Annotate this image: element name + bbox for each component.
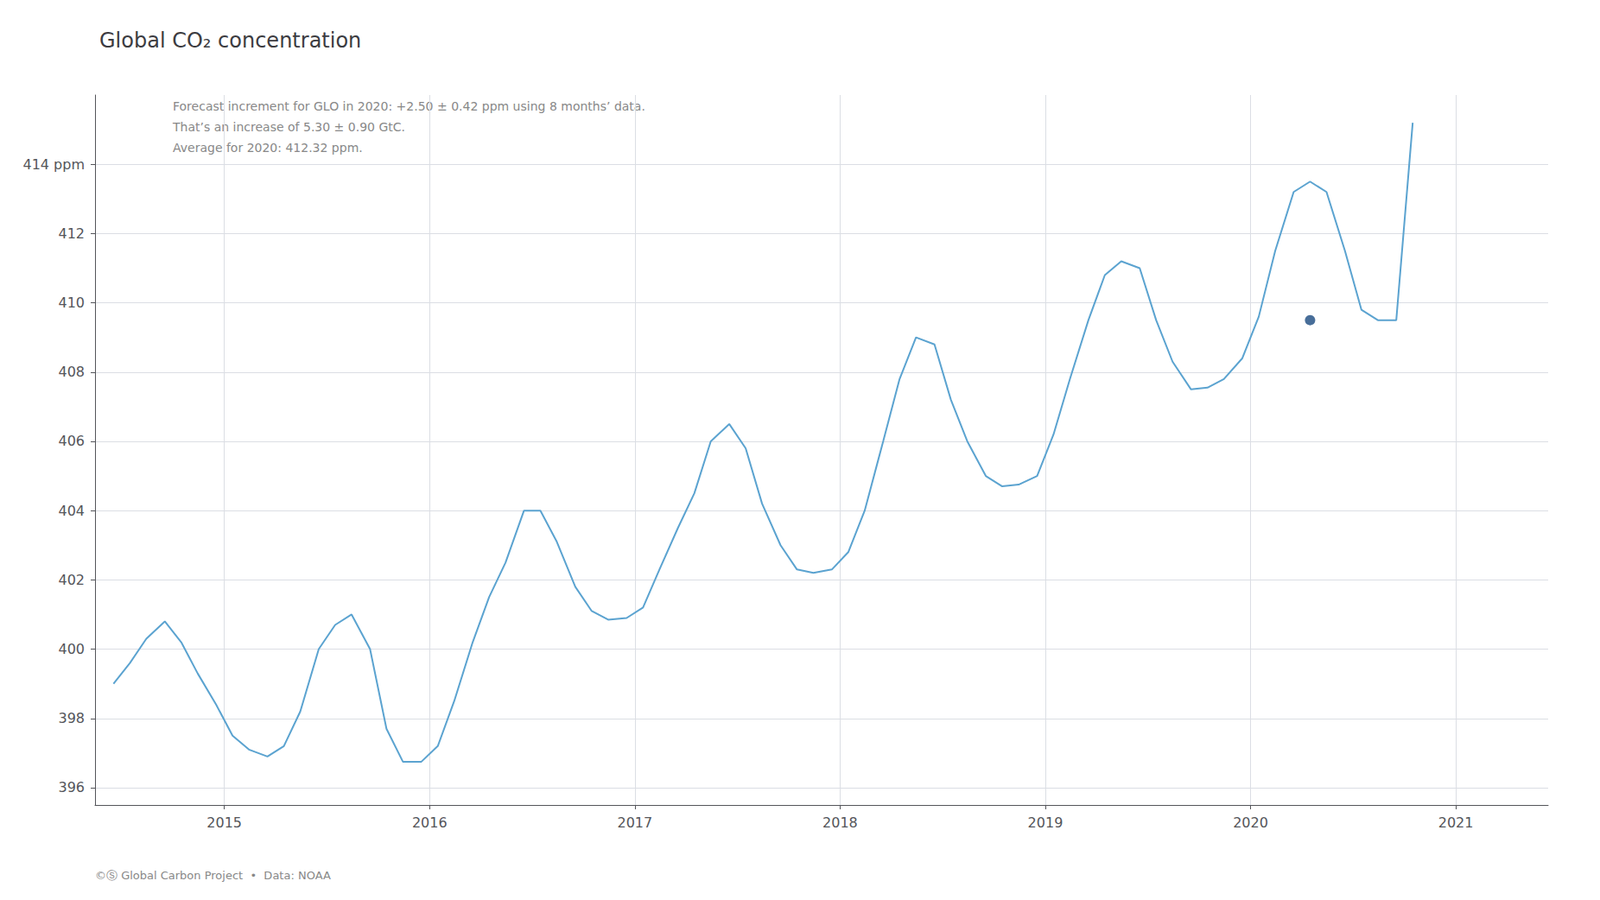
svg-text:396: 396	[57, 779, 85, 796]
svg-text:400: 400	[57, 641, 85, 658]
svg-text:2019: 2019	[1028, 814, 1064, 832]
svg-text:©Ⓢ Global Carbon Project • D: ©Ⓢ Global Carbon Project • Data: NOAA	[95, 869, 331, 883]
svg-text:410: 410	[57, 294, 85, 312]
svg-text:406: 406	[57, 432, 85, 450]
svg-text:2020: 2020	[1232, 814, 1269, 832]
svg-text:2016: 2016	[412, 814, 448, 832]
svg-text:2017: 2017	[616, 814, 653, 832]
svg-text:2021: 2021	[1438, 814, 1474, 832]
svg-text:412: 412	[57, 225, 85, 242]
svg-text:2015: 2015	[206, 814, 242, 832]
svg-text:Global CO₂ concentration: Global CO₂ concentration	[99, 28, 362, 53]
svg-text:398: 398	[57, 710, 85, 727]
svg-text:That’s an increase of 5.30 ± 0: That’s an increase of 5.30 ± 0.90 GtC.	[171, 120, 406, 134]
svg-text:414 ppm: 414 ppm	[22, 156, 85, 173]
svg-text:404: 404	[57, 502, 85, 520]
svg-text:408: 408	[57, 363, 85, 381]
svg-text:Average for 2020: 412.32 ppm.: Average for 2020: 412.32 ppm.	[172, 140, 363, 155]
svg-text:Forecast increment for GLO in: Forecast increment for GLO in 2020: +2.5…	[172, 99, 646, 114]
svg-text:402: 402	[57, 571, 85, 589]
svg-text:2018: 2018	[822, 814, 858, 832]
